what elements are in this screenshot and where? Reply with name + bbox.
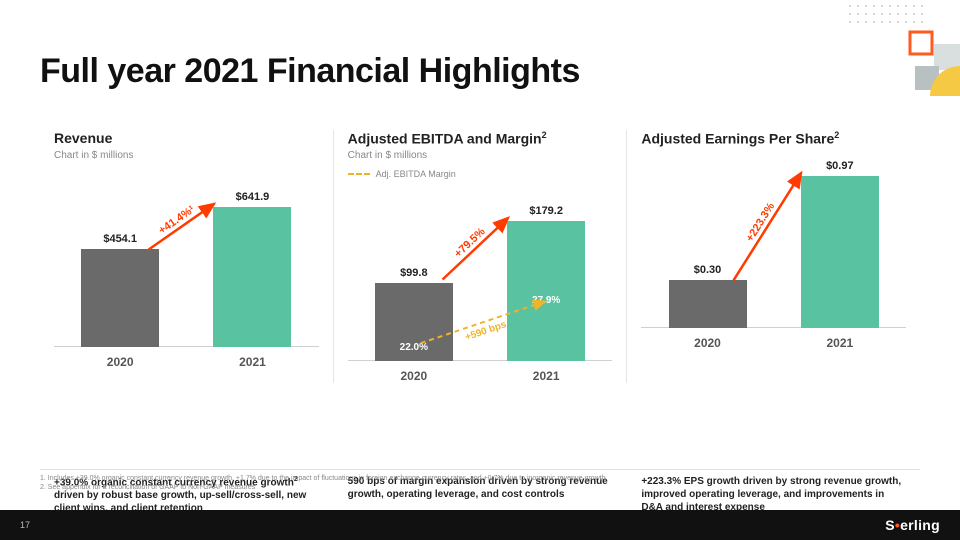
- x-label: 2020: [358, 369, 469, 383]
- bars-group: $454.1 $641.9: [54, 177, 319, 347]
- page-title: Full year 2021 Financial Highlights: [40, 52, 580, 91]
- x-label: 2021: [491, 369, 602, 383]
- bar-value-label: $641.9: [236, 191, 270, 203]
- bars-group: $99.8 22.0% $179.2 27.9%: [348, 191, 613, 361]
- bars-group: $0.30 $0.97: [641, 158, 906, 328]
- corner-decoration: [810, 0, 960, 110]
- x-label: 2020: [652, 336, 763, 350]
- chart-area: $0.30$0.9720202021+223.3%: [641, 150, 906, 350]
- bar-value-label: $454.1: [103, 233, 137, 245]
- bar-2021: $641.9: [197, 191, 308, 347]
- footer-bar: 17 S•erling: [0, 510, 960, 540]
- bar-inner-label: 27.9%: [507, 295, 585, 306]
- x-axis-labels: 2020 2021: [641, 336, 906, 350]
- panel-0: Revenue Chart in $ millions $454.1 $641.9 20…: [40, 130, 333, 383]
- bar-rect: [801, 176, 879, 328]
- x-label: 2021: [197, 355, 308, 369]
- bar-rect: 22.0%: [375, 283, 453, 361]
- bar-value-label: $99.8: [400, 267, 428, 279]
- chart-area: $99.822.0%$179.227.9%20202021+79.5%+590 …: [348, 183, 613, 383]
- x-label: 2021: [784, 336, 895, 350]
- bar-2020: $0.30: [652, 264, 763, 328]
- panel-subtitle: Chart in $ millions: [348, 150, 613, 161]
- page-number: 17: [20, 520, 30, 530]
- legend-dash-icon: [348, 173, 370, 175]
- chart-area: $454.1$641.920202021+41.4%¹: [54, 169, 319, 369]
- bar-2021: $179.2 27.9%: [491, 205, 602, 361]
- panel-subtitle: Chart in $ millions: [54, 150, 319, 161]
- panels-row: Revenue Chart in $ millions $454.1 $641.9 20…: [40, 130, 920, 383]
- footnote-line: 1. Includes +39.0% organic constant curr…: [40, 474, 920, 483]
- bar-2020: $99.8 22.0%: [358, 267, 469, 361]
- x-axis-labels: 2020 2021: [54, 355, 319, 369]
- panel-title: Adjusted Earnings Per Share2: [641, 130, 906, 147]
- bar-rect: [213, 207, 291, 347]
- panel-1: Adjusted EBITDA and Margin2 Chart in $ mi…: [333, 130, 627, 383]
- legend-label: Adj. EBITDA Margin: [376, 169, 456, 179]
- panel-2: Adjusted Earnings Per Share2 $0.30 $0.97 20…: [626, 130, 920, 383]
- legend: Adj. EBITDA Margin: [348, 169, 613, 179]
- panel-title: Revenue: [54, 130, 319, 147]
- bar-rect: 27.9%: [507, 221, 585, 361]
- bar-value-label: $0.97: [826, 160, 854, 172]
- footnotes: 1. Includes +39.0% organic constant curr…: [40, 469, 920, 492]
- bar-value-label: $179.2: [529, 205, 563, 217]
- bar-rect: [669, 280, 747, 328]
- bar-value-label: $0.30: [694, 264, 722, 276]
- bar-inner-label: 22.0%: [375, 342, 453, 353]
- x-label: 2020: [65, 355, 176, 369]
- bar-2021: $0.97: [784, 160, 895, 328]
- panel-title: Adjusted EBITDA and Margin2: [348, 130, 613, 147]
- footnote-line: 2. See appendix for a reconciliation of …: [40, 483, 920, 492]
- brand-logo: S•erling: [885, 517, 940, 533]
- bar-2020: $454.1: [65, 233, 176, 347]
- bar-rect: [81, 249, 159, 347]
- x-axis-labels: 2020 2021: [348, 369, 613, 383]
